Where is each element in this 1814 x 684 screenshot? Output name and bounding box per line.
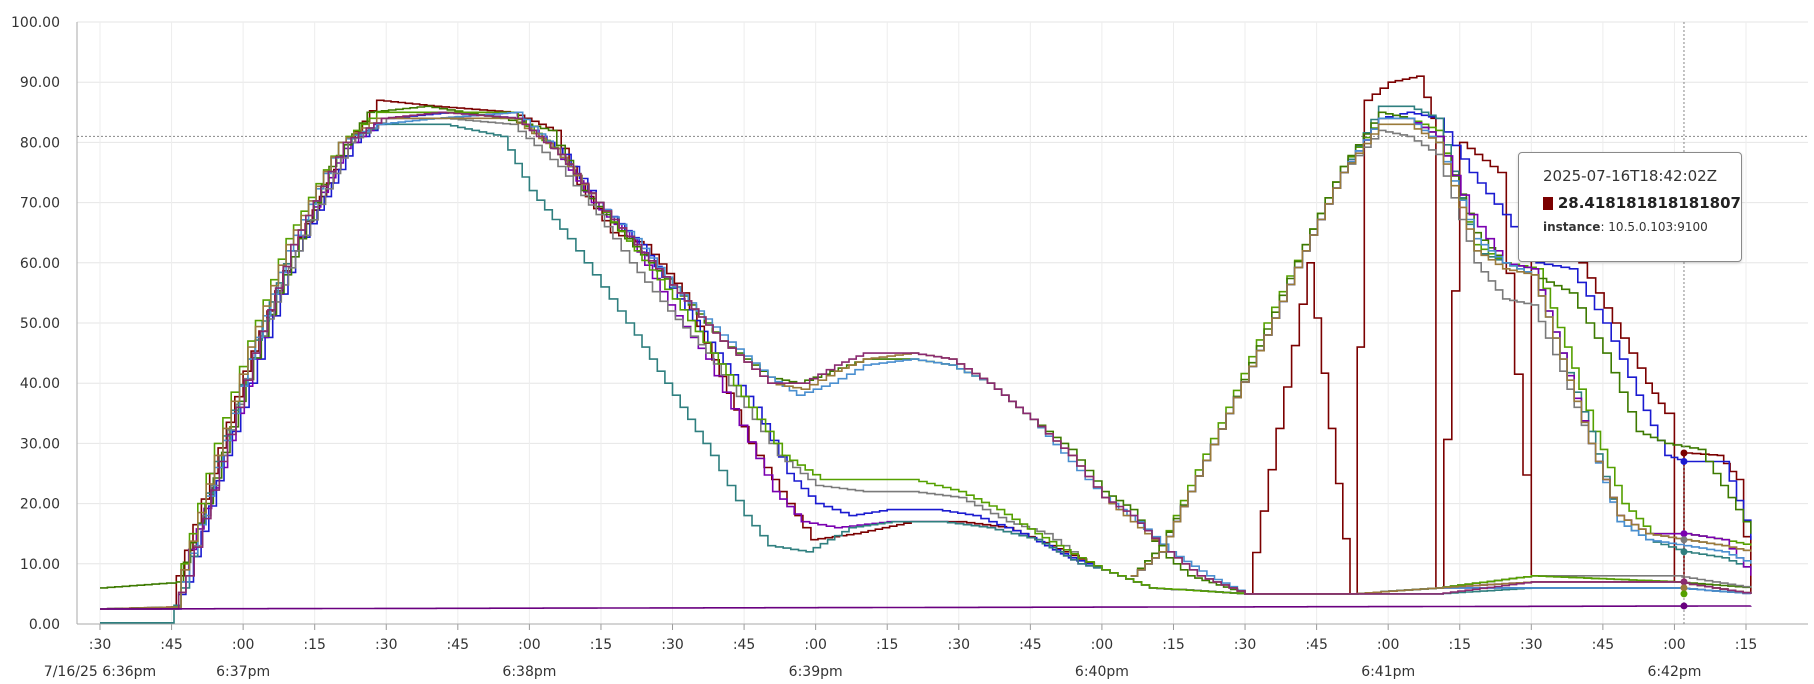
cursor-point [1680,449,1688,457]
x-tick-label: :15 [303,637,326,653]
tooltip-label-row: instance: 10.5.0.103:9100 [1543,220,1708,234]
x-tick-sublabel: 6:41pm [1361,664,1415,680]
x-tick-label: :00 [1663,637,1686,653]
x-tick-label: :30 [1234,637,1257,653]
tooltip-value: 28.418181818181807 [1557,194,1741,212]
series-line[interactable] [100,117,1752,610]
series-line[interactable] [100,111,1752,610]
y-tick-label: 0.00 [29,617,60,633]
tooltip-value-row: 28.418181818181807 [1543,194,1741,212]
y-tick-label: 20.00 [20,497,60,513]
cursor-point [1680,530,1688,538]
x-tick-label: :30 [89,637,112,653]
x-tick-label: :15 [1735,637,1758,653]
tooltip-label-value: 10.5.0.103:9100 [1608,220,1708,234]
tooltip-series-swatch [1543,196,1553,210]
x-tick-label: :15 [1448,637,1471,653]
cursor-point [1680,536,1688,544]
y-tick-label: 40.00 [20,376,60,392]
y-tick-label: 80.00 [20,135,60,151]
x-tick-label: :00 [1377,637,1400,653]
y-tick-label: 30.00 [20,436,60,452]
cursor-point [1680,548,1688,556]
x-tick-label: :45 [1592,637,1615,653]
x-tick-sublabel: 7/16/25 6:36pm [44,664,156,680]
series-line[interactable] [100,117,1752,610]
series-line[interactable] [100,105,1752,595]
series-line[interactable] [100,111,1752,610]
x-tick-sublabel: 6:40pm [1075,664,1129,680]
tooltip-label-key: instance [1543,220,1601,234]
x-tick-label: :15 [1162,637,1185,653]
cursor-point [1680,590,1688,598]
y-tick-label: 70.00 [20,196,60,212]
data-tooltip: 2025-07-16T18:42:02Z 28.418181818181807 … [1518,152,1742,262]
cursor-point [1680,602,1688,610]
series-line[interactable] [100,111,1752,610]
y-tick-label: 60.00 [20,256,60,272]
x-tick-label: :30 [1520,637,1543,653]
y-tick-label: 100.00 [11,15,60,31]
cursor-point [1680,578,1688,586]
series-line[interactable] [100,605,1752,610]
x-tick-label: :45 [1305,637,1328,653]
x-tick-label: :30 [948,637,971,653]
x-tick-label: :00 [1091,637,1114,653]
y-tick-label: 50.00 [20,316,60,332]
x-tick-label: :00 [232,637,255,653]
tooltip-timestamp: 2025-07-16T18:42:02Z [1543,167,1717,185]
x-tick-sublabel: 6:38pm [502,664,556,680]
x-tick-sublabel: 6:42pm [1647,664,1701,680]
x-tick-label: :45 [1019,637,1042,653]
x-tick-label: :00 [518,637,541,653]
x-tick-label: :45 [733,637,756,653]
x-tick-label: :30 [661,637,684,653]
x-tick-label: :15 [876,637,899,653]
cursor-point [1680,584,1688,592]
series-line[interactable] [100,123,1752,624]
x-tick-label: :45 [447,637,470,653]
x-tick-sublabel: 6:39pm [789,664,843,680]
x-tick-label: :30 [375,637,398,653]
x-tick-sublabel: 6:37pm [216,664,270,680]
y-tick-label: 90.00 [20,75,60,91]
x-tick-label: :00 [804,637,827,653]
series-line[interactable] [1130,123,1752,577]
y-tick-label: 10.00 [20,557,60,573]
x-tick-label: :15 [590,637,613,653]
x-tick-label: :45 [160,637,183,653]
cursor-point [1680,457,1688,465]
